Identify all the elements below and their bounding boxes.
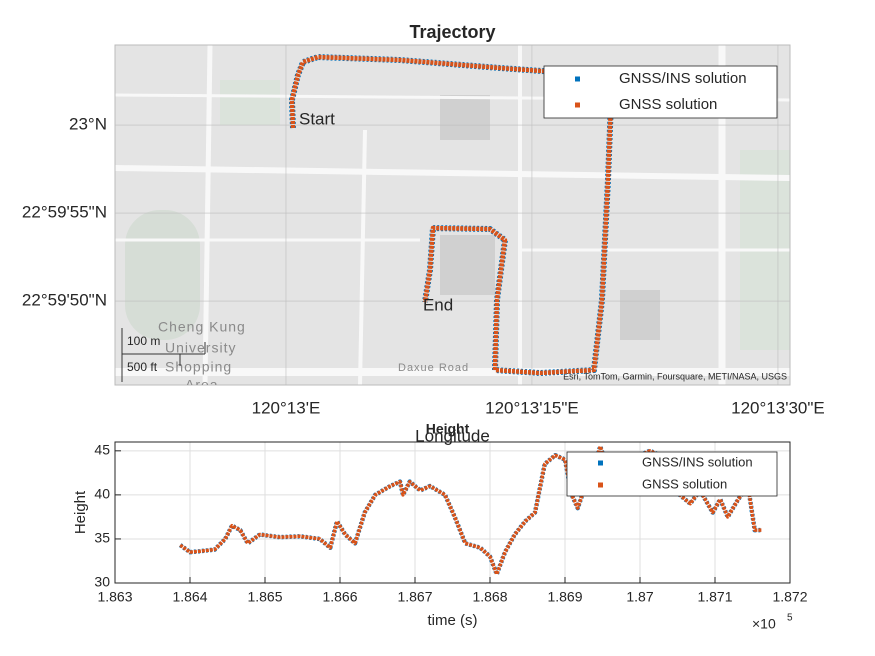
legend-label: GNSS/INS solution: [642, 454, 753, 469]
legend-label: GNSS solution: [642, 476, 727, 491]
y-tick-label: 22°59'55"N: [22, 203, 107, 222]
y-tick-label: 40: [94, 486, 110, 502]
y-tick-label: 22°59'50"N: [22, 291, 107, 310]
trajectory: [289, 54, 615, 376]
map-label: Cheng Kung: [158, 319, 246, 335]
legend-label: GNSS/INS solution: [619, 70, 747, 87]
annotation: End: [423, 296, 453, 315]
legend: GNSS/INS solution GNSS solution: [566, 451, 778, 497]
map-label: Shopping: [165, 359, 232, 375]
scale-bar-lines: [121, 328, 206, 382]
map-label: Daxue Road: [398, 362, 469, 374]
x-tick-label: 1.869: [547, 589, 582, 605]
legend-swatch: [598, 460, 603, 466]
legend: GNSS/INS solution GNSS solution: [543, 65, 778, 119]
x-tick-label: 120°13'E: [252, 398, 321, 417]
scale-bar: 100 m 500 ft: [121, 328, 206, 382]
y-tick-label: 23°N: [69, 115, 107, 134]
x-tick-label: 1.865: [247, 589, 282, 605]
x-tick-label: 1.867: [397, 589, 432, 605]
x-tick-label: 1.872: [772, 589, 807, 605]
legend-swatch: [575, 76, 580, 82]
legend-box: [566, 451, 778, 497]
axes-box: [114, 441, 791, 584]
x-tick-label: 1.87: [626, 589, 653, 605]
legend-label: GNSS solution: [619, 96, 717, 113]
scale-bar-label: 500 ft: [127, 360, 158, 374]
annotation: Start: [299, 109, 335, 128]
attribution: Esri, TomTom, Garmin, Foursquare, METI/N…: [563, 371, 787, 381]
x-multiplier: ×10: [752, 616, 776, 632]
chart-title: Trajectory: [409, 22, 495, 42]
x-tick-label: 1.866: [322, 589, 357, 605]
y-axis-label: Height: [72, 490, 89, 534]
x-tick-label: 1.868: [472, 589, 507, 605]
scale-bar-label: 100 m: [127, 334, 160, 348]
x-tick-label: 120°13'30"E: [731, 398, 825, 417]
x-axis-label: Longitude: [415, 426, 490, 445]
legend-box: [543, 65, 778, 119]
y-tick-label: 45: [94, 442, 110, 458]
x-tick-label: 1.864: [172, 589, 207, 605]
x-tick-label: 1.871: [697, 589, 732, 605]
x-tick-label: 1.863: [97, 589, 132, 605]
legend-swatch: [598, 482, 603, 488]
legend-swatch: [575, 102, 580, 108]
map-frame: [114, 44, 791, 386]
chart-title: Height: [426, 421, 470, 437]
map-label: University: [165, 340, 236, 356]
map-label: Area: [185, 377, 219, 393]
x-axis-label: time (s): [428, 612, 478, 629]
y-tick-label: 30: [94, 574, 110, 590]
x-multiplier-exponent: 5: [787, 613, 793, 624]
y-tick-label: 35: [94, 530, 110, 546]
x-tick-label: 120°13'15"E: [485, 398, 579, 417]
